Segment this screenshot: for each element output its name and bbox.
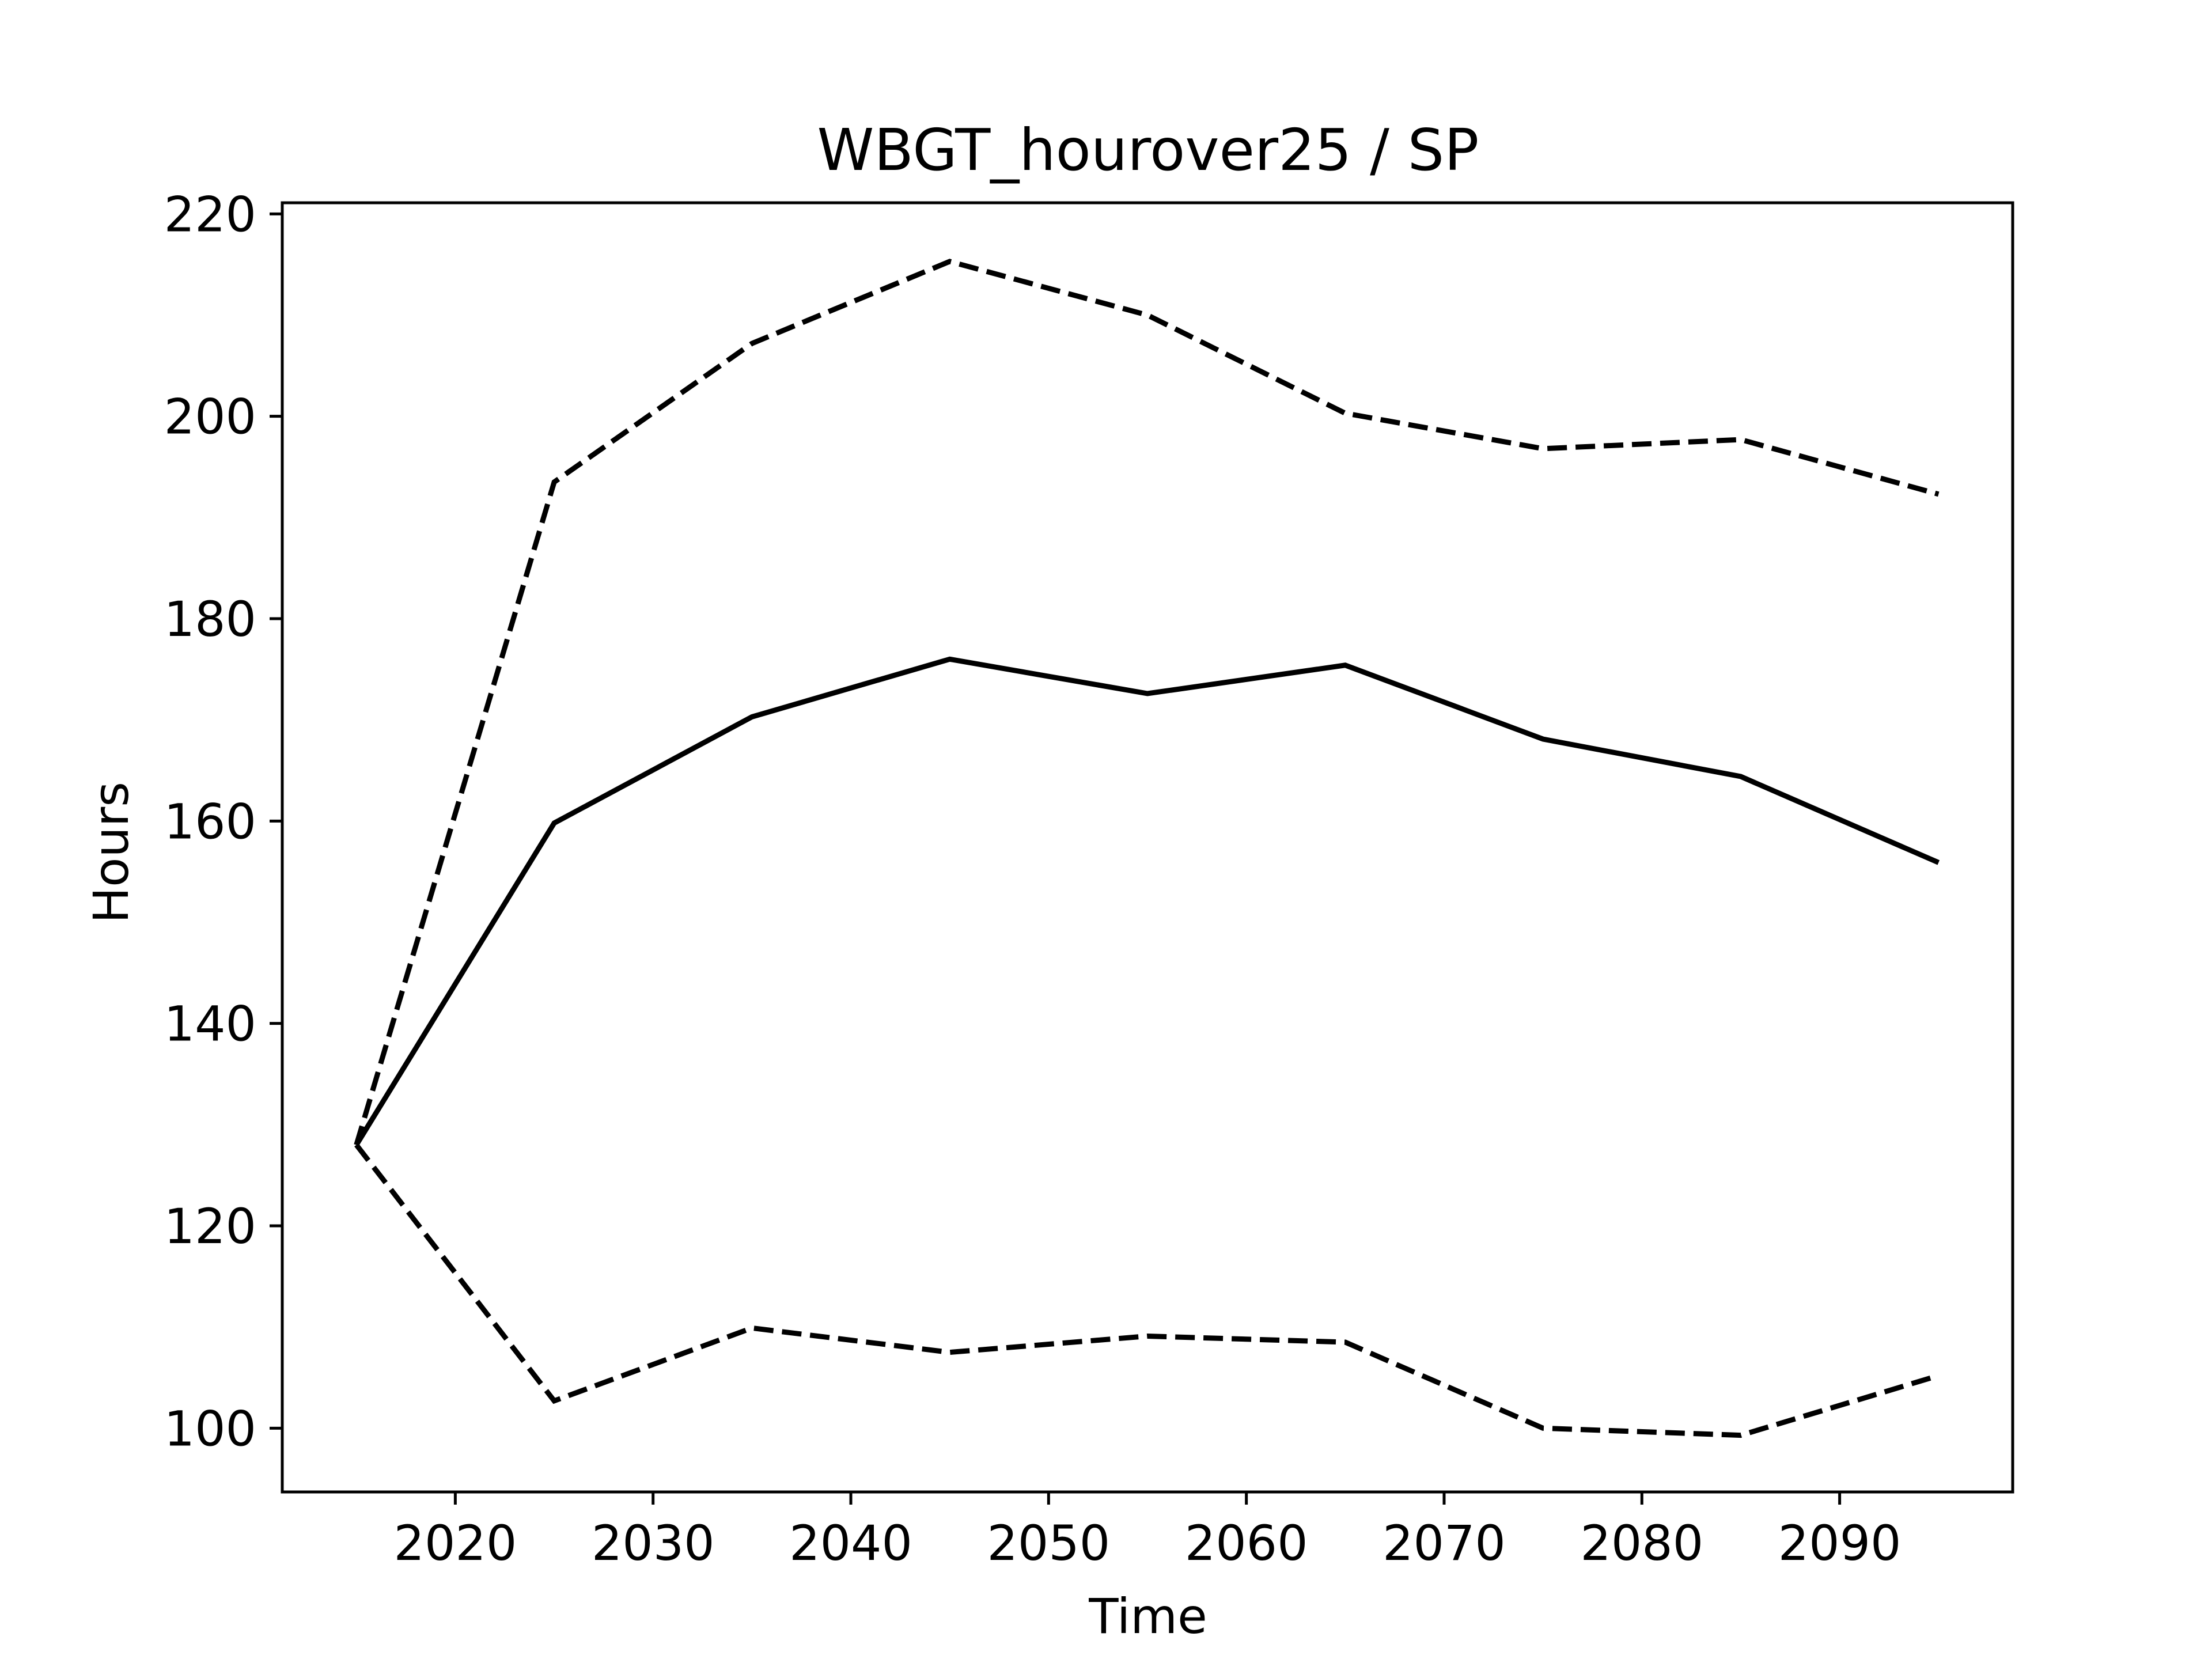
series-layer (354, 259, 1940, 1438)
y-tick-label: 200 (164, 389, 256, 445)
y-axis-label: Hours (83, 782, 139, 923)
series-line-1 (354, 259, 1940, 1146)
x-tick-label: 2060 (1185, 1515, 1308, 1571)
x-tick-label: 2040 (789, 1515, 912, 1571)
y-tick-label: 220 (164, 186, 256, 243)
chart-title: WBGT_hourover25 / SP (817, 116, 1479, 184)
x-tick-label: 2050 (987, 1515, 1110, 1571)
x-tick-label: 2020 (394, 1515, 517, 1571)
y-tick-label: 180 (164, 591, 256, 647)
x-axis-ticks: 2020 2030 2040 2050 2060 2070 2080 2090 (394, 1492, 1902, 1571)
x-tick-label: 2080 (1580, 1515, 1703, 1571)
x-tick-label: 2030 (592, 1515, 715, 1571)
y-tick-label: 100 (164, 1400, 256, 1457)
y-tick-label: 140 (164, 996, 256, 1052)
y-tick-label: 120 (164, 1198, 256, 1255)
plot-area-frame (281, 201, 2014, 1494)
y-axis-ticks: 100 120 140 160 180 200 220 (164, 186, 282, 1457)
x-tick-label: 2090 (1778, 1515, 1902, 1571)
x-tick-label: 2070 (1382, 1515, 1506, 1571)
series-line-3 (354, 1143, 1940, 1438)
y-tick-label: 160 (164, 793, 256, 850)
series-line-2 (354, 656, 1940, 1146)
x-axis-label: Time (1088, 1588, 1207, 1645)
